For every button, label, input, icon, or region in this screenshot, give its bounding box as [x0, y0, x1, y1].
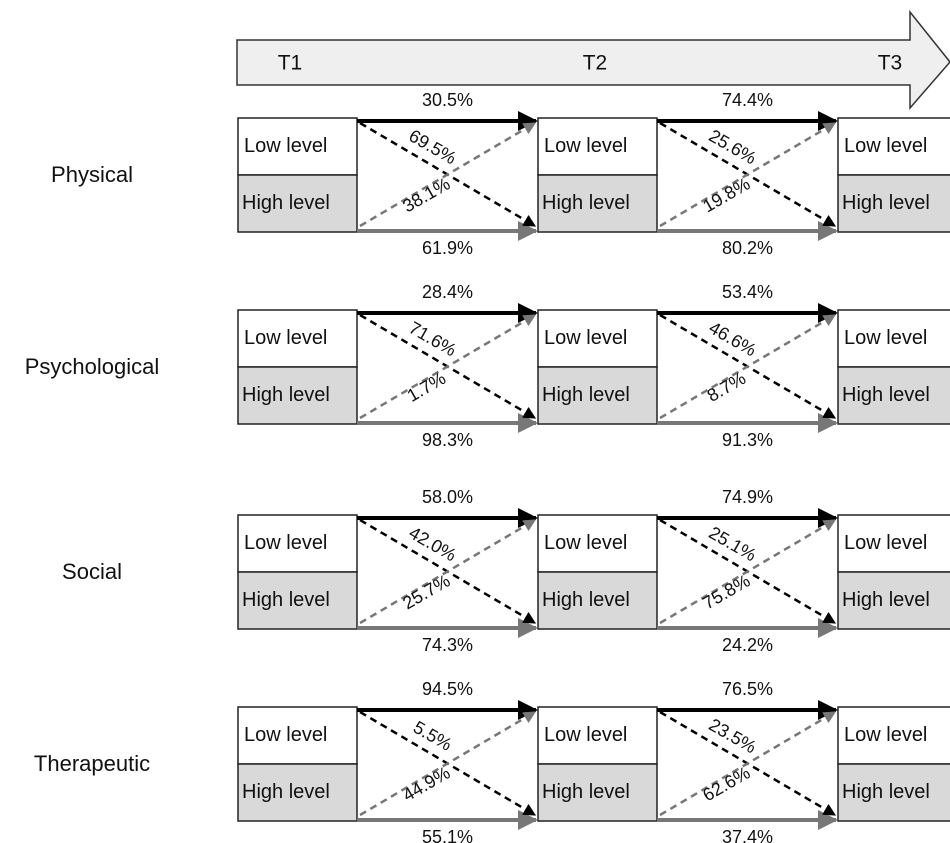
high-box: [237, 366, 358, 425]
low-box: [537, 514, 658, 573]
stay-high-label: 37.4%: [722, 827, 773, 843]
high-to-low-arrow: [659, 313, 837, 420]
low-box: [237, 309, 358, 368]
high-to-low-arrow: [659, 710, 837, 817]
high-to-low-label: 62.6%: [699, 763, 753, 806]
stay-low-label: 74.4%: [722, 90, 773, 110]
low-label: Low level: [544, 532, 627, 554]
high-box: [237, 763, 358, 822]
high-to-low-arrow: [359, 121, 537, 228]
high-label: High level: [842, 589, 930, 611]
low-label: Low level: [844, 532, 927, 554]
high-label: High level: [242, 589, 330, 611]
high-to-low-arrow: [659, 518, 837, 625]
timepoint-label: T1: [278, 52, 303, 75]
low-label: Low level: [844, 724, 927, 746]
low-to-high-label: 25.1%: [706, 523, 760, 566]
low-to-high-label: 42.0%: [406, 523, 460, 566]
timepoint-label: T3: [878, 52, 903, 75]
low-label: Low level: [544, 724, 627, 746]
stay-high-label: 98.3%: [422, 430, 473, 450]
high-box: [237, 174, 358, 233]
low-to-high-label: 25.6%: [706, 126, 760, 169]
high-label: High level: [242, 781, 330, 803]
low-label: Low level: [544, 135, 627, 157]
row-label: Physical: [51, 162, 133, 187]
high-to-low-label: 8.7%: [704, 368, 750, 406]
row-label: Therapeutic: [34, 751, 150, 776]
high-to-low-label: 19.8%: [699, 174, 753, 217]
high-to-low-label: 38.1%: [399, 174, 453, 217]
low-label: Low level: [244, 135, 327, 157]
high-box: [537, 366, 658, 425]
stay-low-label: 53.4%: [722, 282, 773, 302]
low-to-high-label: 23.5%: [706, 715, 760, 758]
high-label: High level: [842, 192, 930, 214]
high-box: [837, 763, 950, 822]
stay-high-label: 55.1%: [422, 827, 473, 843]
stay-low-label: 30.5%: [422, 90, 473, 110]
high-to-low-label: 25.7%: [399, 571, 453, 614]
stay-high-label: 91.3%: [722, 430, 773, 450]
high-label: High level: [542, 781, 630, 803]
low-to-high-label: 46.6%: [706, 318, 760, 361]
row-label: Social: [62, 559, 122, 584]
low-to-high-label: 71.6%: [406, 318, 460, 361]
high-to-low-arrow: [359, 518, 537, 625]
low-label: Low level: [244, 327, 327, 349]
high-label: High level: [242, 192, 330, 214]
low-label: Low level: [244, 724, 327, 746]
low-box: [237, 117, 358, 176]
low-label: Low level: [244, 532, 327, 554]
low-label: Low level: [844, 135, 927, 157]
high-to-low-label: 44.9%: [399, 763, 453, 806]
high-label: High level: [542, 589, 630, 611]
high-to-low-label: 75.8%: [699, 571, 753, 614]
high-to-low-arrow: [359, 710, 537, 817]
high-label: High level: [842, 384, 930, 406]
high-to-low-arrow: [659, 121, 837, 228]
stay-high-label: 74.3%: [422, 635, 473, 655]
low-to-high-label: 69.5%: [406, 126, 460, 169]
low-box: [837, 309, 950, 368]
low-label: Low level: [844, 327, 927, 349]
high-to-low-label: 1.7%: [404, 368, 450, 406]
low-label: Low level: [544, 327, 627, 349]
high-box: [837, 571, 950, 630]
high-box: [537, 763, 658, 822]
stay-low-label: 76.5%: [722, 679, 773, 699]
low-box: [537, 117, 658, 176]
high-box: [537, 571, 658, 630]
stay-high-label: 24.2%: [722, 635, 773, 655]
stay-low-label: 74.9%: [722, 487, 773, 507]
high-box: [837, 366, 950, 425]
stay-high-label: 80.2%: [722, 238, 773, 258]
high-box: [237, 571, 358, 630]
row-label: Psychological: [25, 354, 160, 379]
stay-low-label: 94.5%: [422, 679, 473, 699]
timepoint-label: T2: [583, 52, 608, 75]
high-box: [537, 174, 658, 233]
stay-high-label: 61.9%: [422, 238, 473, 258]
stay-low-label: 28.4%: [422, 282, 473, 302]
high-label: High level: [542, 192, 630, 214]
low-to-high-label: 5.5%: [410, 717, 456, 755]
low-box: [837, 514, 950, 573]
high-label: High level: [542, 384, 630, 406]
timeline-arrow: [236, 9, 950, 111]
high-box: [837, 174, 950, 233]
high-to-low-arrow: [359, 313, 537, 420]
stay-low-label: 58.0%: [422, 487, 473, 507]
high-label: High level: [242, 384, 330, 406]
high-label: High level: [842, 781, 930, 803]
